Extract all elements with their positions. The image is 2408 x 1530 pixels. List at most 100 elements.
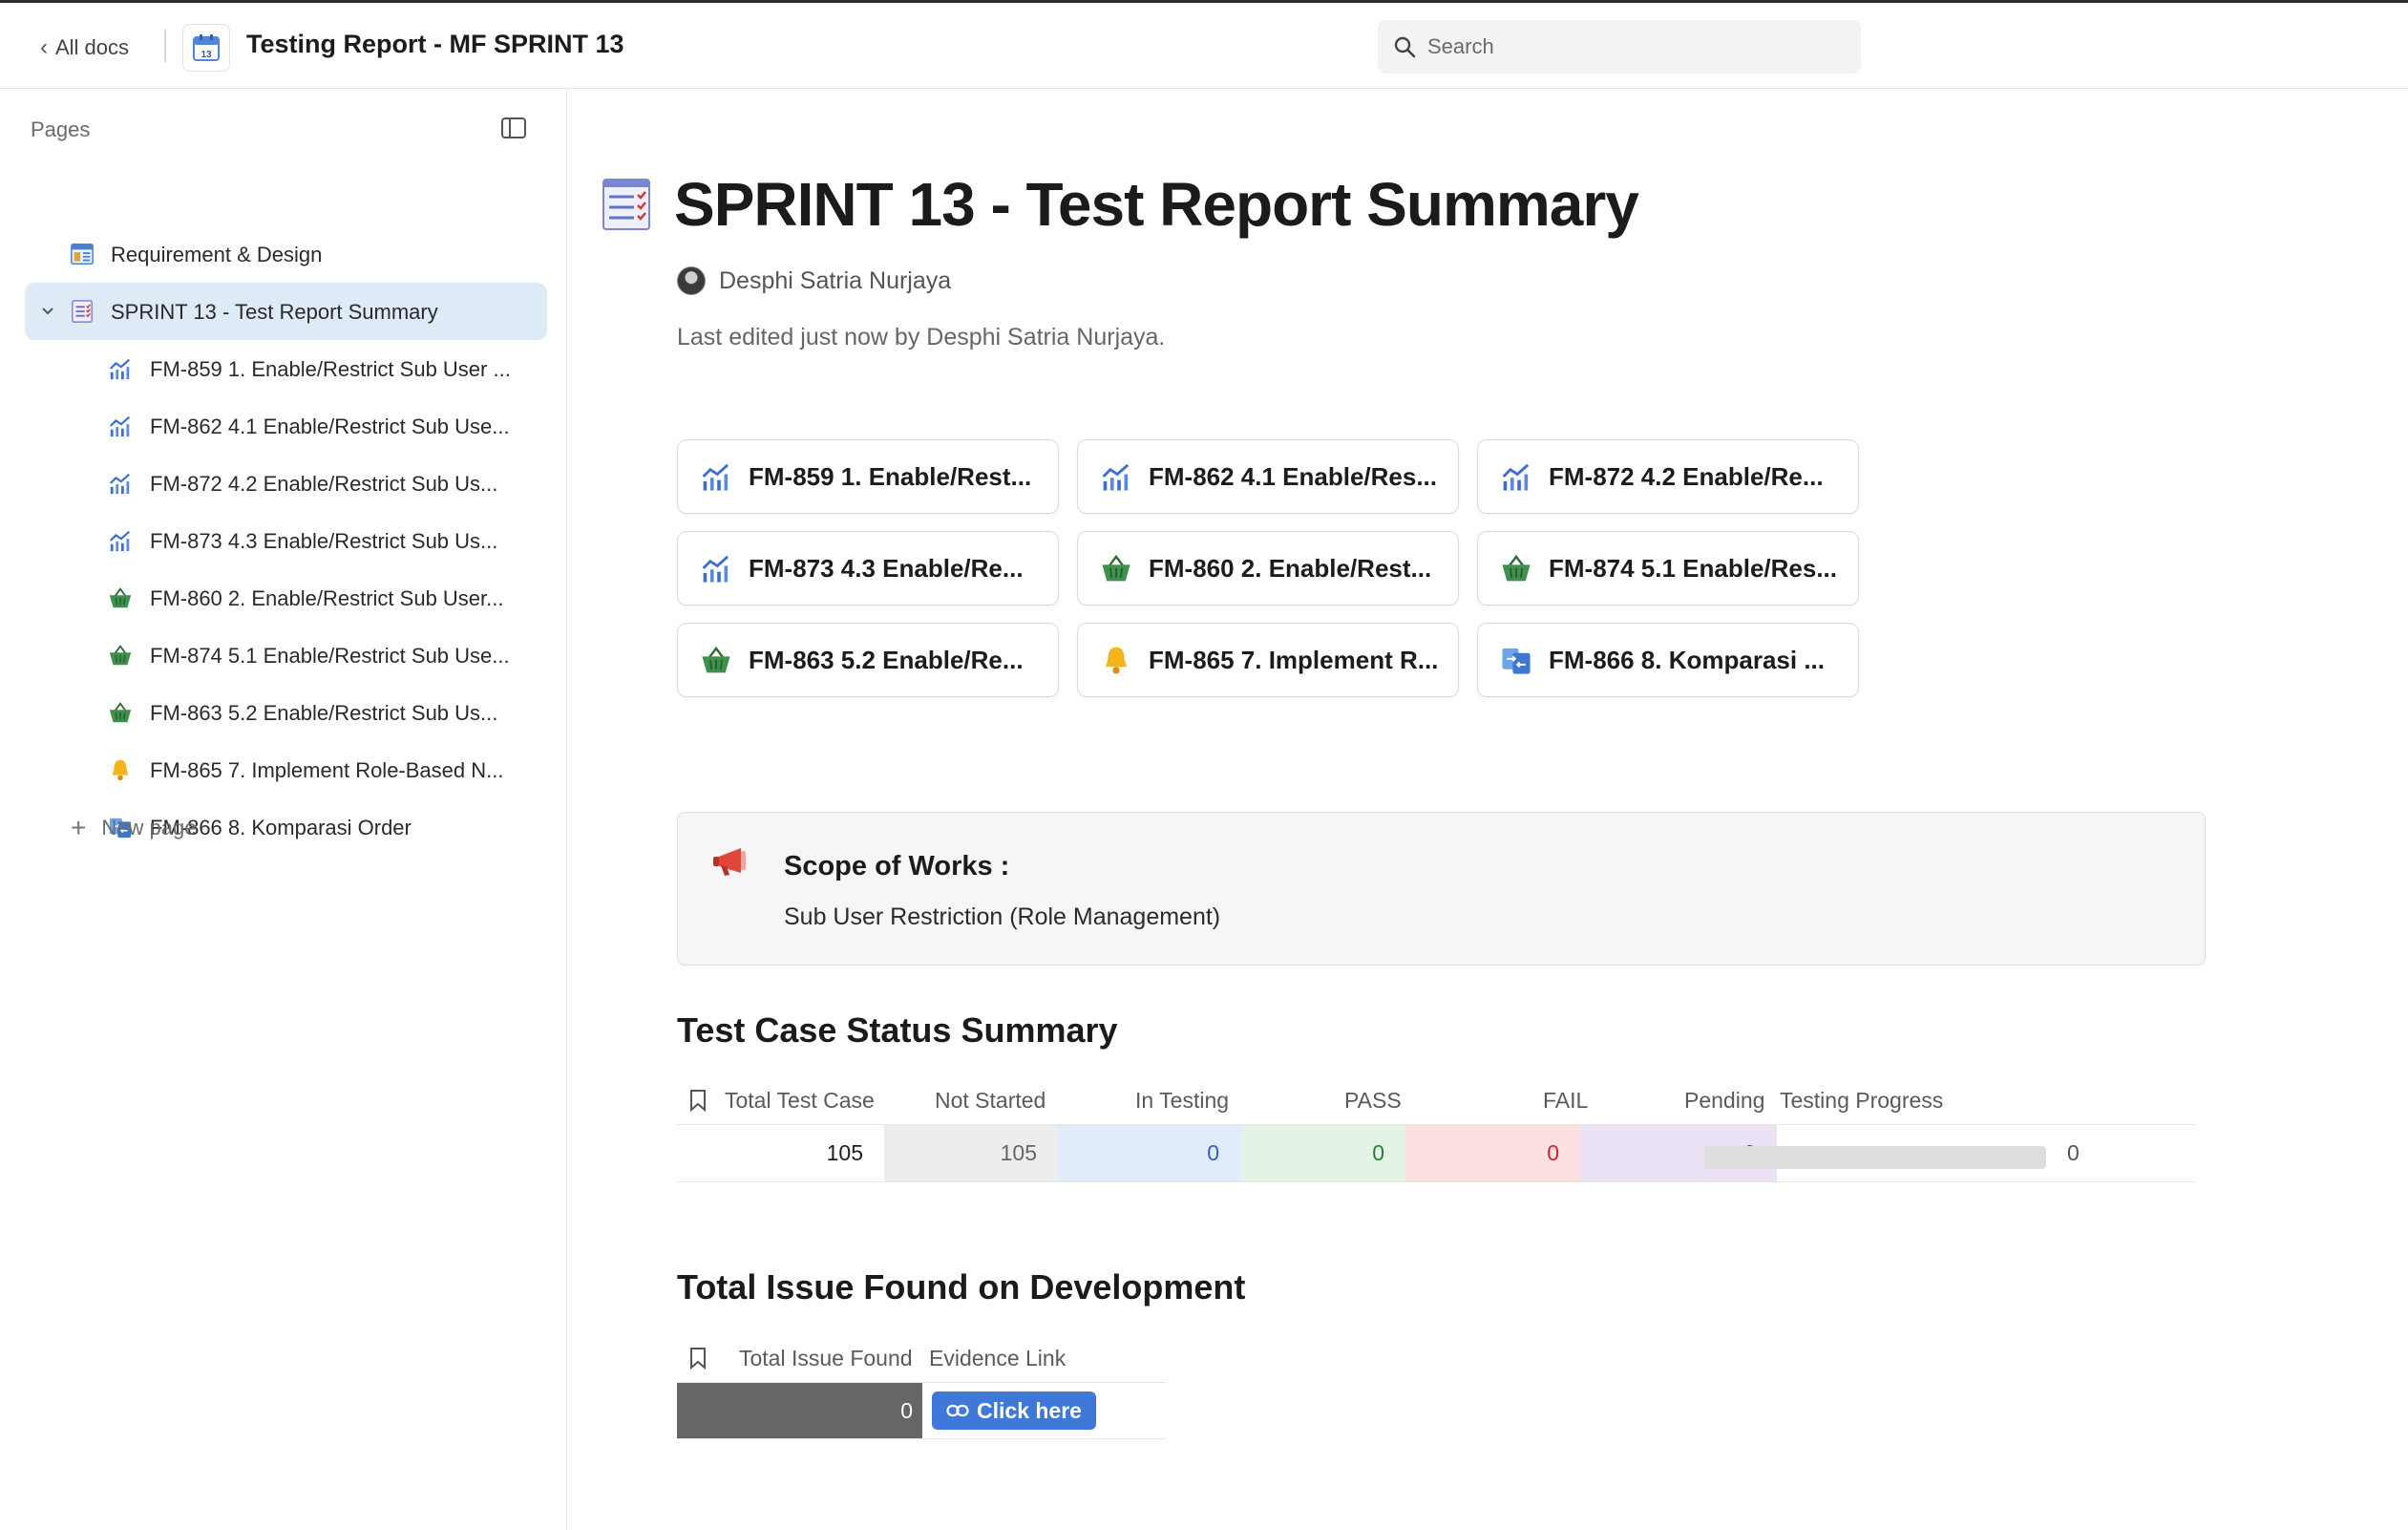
search-icon xyxy=(1394,36,1416,58)
new-page-button[interactable]: + New page xyxy=(71,815,196,841)
subpage-card-label: FM-872 4.2 Enable/Re... xyxy=(1549,461,1824,491)
sidebar-item[interactable]: FM-860 2. Enable/Restrict Sub User... xyxy=(25,569,547,627)
sidebar-item-label: FM-865 7. Implement Role-Based N... xyxy=(150,758,504,782)
sidebar-item[interactable]: FM-873 4.3 Enable/Restrict Sub Us... xyxy=(25,512,547,569)
basket-icon xyxy=(107,642,134,669)
bar-chart-icon xyxy=(107,355,134,382)
sidebar: Pages Requirement & Design SPRINT 13 - T… xyxy=(0,89,567,1530)
status-table-header: Total Test Case Not Started In Testing P… xyxy=(677,1075,2195,1125)
pass-value: 0 xyxy=(1240,1125,1405,1181)
sidebar-item-label: FM-873 4.3 Enable/Restrict Sub Us... xyxy=(150,529,498,553)
bar-chart-icon xyxy=(1099,459,1133,494)
sidebar-item[interactable]: FM-865 7. Implement Role-Based N... xyxy=(25,741,547,798)
status-summary-heading: Test Case Status Summary xyxy=(677,1010,1118,1050)
callout-title: Scope of Works : xyxy=(784,851,1010,882)
col-evidence-link: Evidence Link xyxy=(929,1346,1067,1371)
all-docs-label: All docs xyxy=(55,35,130,59)
total-test-case-value: 105 xyxy=(826,1140,863,1165)
sidebar-item[interactable]: FM-874 5.1 Enable/Restrict Sub Use... xyxy=(25,627,547,684)
basket-icon xyxy=(699,643,733,677)
checklist-icon xyxy=(69,298,95,325)
sidebar-item-label: FM-866 8. Komparasi Order xyxy=(150,816,412,839)
subpage-card-label: FM-865 7. Implement R... xyxy=(1149,645,1439,674)
search-box[interactable] xyxy=(1378,20,1861,74)
basket-icon xyxy=(107,699,134,726)
avatar xyxy=(677,266,706,295)
basket-icon xyxy=(1499,551,1533,585)
not-started-value: 105 xyxy=(884,1125,1058,1181)
subpage-card[interactable]: FM-863 5.2 Enable/Re... xyxy=(677,623,1059,697)
col-pass: PASS xyxy=(1344,1088,1402,1113)
subpage-card-label: FM-862 4.1 Enable/Res... xyxy=(1149,461,1438,491)
sidebar-item[interactable]: FM-859 1. Enable/Restrict Sub User ... xyxy=(25,340,547,397)
sidebar-item-label: Requirement & Design xyxy=(111,243,323,266)
sidebar-item-label: FM-859 1. Enable/Restrict Sub User ... xyxy=(150,357,511,381)
subpage-card[interactable]: FM-860 2. Enable/Rest... xyxy=(1077,531,1459,606)
bell-icon xyxy=(1099,643,1133,677)
author-name: Desphi Satria Nurjaya xyxy=(719,266,952,294)
sidebar-item[interactable]: FM-863 5.2 Enable/Restrict Sub Us... xyxy=(25,684,547,741)
sidebar-item-label: SPRINT 13 - Test Report Summary xyxy=(111,300,438,324)
bell-icon xyxy=(107,756,134,783)
page-tree: Requirement & Design SPRINT 13 - Test Re… xyxy=(25,225,547,856)
bar-chart-icon xyxy=(699,459,733,494)
author[interactable]: Desphi Satria Nurjaya xyxy=(677,266,951,295)
subpage-cards: FM-859 1. Enable/Rest... FM-862 4.1 Enab… xyxy=(677,439,1859,697)
issues-heading: Total Issue Found on Development xyxy=(677,1267,1246,1307)
bookmark-icon xyxy=(690,1348,706,1370)
pages-label: Pages xyxy=(31,117,91,141)
sidebar-item-label: FM-874 5.1 Enable/Restrict Sub Use... xyxy=(150,644,510,668)
main-content: SPRINT 13 - Test Report Summary Desphi S… xyxy=(568,89,2408,1530)
bar-chart-icon xyxy=(699,551,733,585)
page-title: SPRINT 13 - Test Report Summary xyxy=(674,170,1639,239)
sidebar-item[interactable]: Requirement & Design xyxy=(25,225,547,283)
bar-chart-icon xyxy=(107,527,134,554)
all-docs-link[interactable]: ‹ All docs xyxy=(40,32,129,64)
evidence-link-button[interactable]: Click here xyxy=(932,1392,1096,1430)
col-total-test-case: Total Test Case xyxy=(725,1088,875,1113)
table-row: 105 105 0 0 0 0 0 xyxy=(677,1125,2195,1182)
subpage-card-label: FM-863 5.2 Enable/Re... xyxy=(749,645,1024,674)
new-page-label: New page xyxy=(101,816,197,839)
sidebar-item-label: FM-863 5.2 Enable/Restrict Sub Us... xyxy=(150,701,498,725)
sidebar-item[interactable]: FM-862 4.1 Enable/Restrict Sub Use... xyxy=(25,397,547,455)
bookmark-icon xyxy=(690,1090,706,1112)
sidebar-item[interactable]: FM-872 4.2 Enable/Restrict Sub Us... xyxy=(25,455,547,512)
subpage-card[interactable]: FM-866 8. Komparasi ... xyxy=(1477,623,1859,697)
subpage-card[interactable]: FM-873 4.3 Enable/Re... xyxy=(677,531,1059,606)
subpage-card[interactable]: FM-862 4.1 Enable/Res... xyxy=(1077,439,1459,514)
total-issue-value: 0 xyxy=(677,1383,922,1438)
subpage-card[interactable]: FM-874 5.1 Enable/Res... xyxy=(1477,531,1859,606)
chevron-down-icon[interactable] xyxy=(38,302,57,321)
col-fail: FAIL xyxy=(1543,1088,1589,1113)
calendar-icon[interactable]: 13 xyxy=(182,24,230,72)
testing-progress-bar xyxy=(1704,1146,2046,1169)
sidebar-item[interactable]: SPRINT 13 - Test Report Summary xyxy=(25,283,547,340)
megaphone-icon xyxy=(713,848,746,876)
topbar-divider xyxy=(164,30,166,62)
search-input[interactable] xyxy=(1427,34,1848,59)
compare-icon xyxy=(1499,643,1533,677)
bar-chart-icon xyxy=(107,470,134,497)
subpage-card-label: FM-874 5.1 Enable/Res... xyxy=(1549,553,1838,583)
checklist-icon xyxy=(602,179,650,230)
in-testing-value: 0 xyxy=(1058,1125,1240,1181)
sidebar-item-label: FM-872 4.2 Enable/Restrict Sub Us... xyxy=(150,472,498,496)
plus-icon: + xyxy=(71,813,87,842)
sidebar-item[interactable]: FM-866 8. Komparasi Order xyxy=(25,798,547,856)
subpage-card[interactable]: FM-865 7. Implement R... xyxy=(1077,623,1459,697)
sidebar-item-label: FM-860 2. Enable/Restrict Sub User... xyxy=(150,586,504,610)
sidebar-toggle-icon[interactable] xyxy=(500,117,527,139)
col-total-issue-found: Total Issue Found xyxy=(739,1346,913,1371)
issue-table-header: Total Issue Found Evidence Link xyxy=(677,1333,1166,1383)
table-layout-icon xyxy=(69,241,95,267)
evidence-link-label: Click here xyxy=(977,1397,1082,1423)
table-row: 0 Click here xyxy=(677,1382,1166,1439)
sidebar-item-label: FM-862 4.1 Enable/Restrict Sub Use... xyxy=(150,414,510,438)
fail-value: 0 xyxy=(1405,1125,1580,1181)
basket-icon xyxy=(1099,551,1133,585)
subpage-card[interactable]: FM-859 1. Enable/Rest... xyxy=(677,439,1059,514)
last-edited: Last edited just now by Desphi Satria Nu… xyxy=(677,324,1166,351)
subpage-card[interactable]: FM-872 4.2 Enable/Re... xyxy=(1477,439,1859,514)
subpage-card-label: FM-866 8. Komparasi ... xyxy=(1549,645,1825,674)
